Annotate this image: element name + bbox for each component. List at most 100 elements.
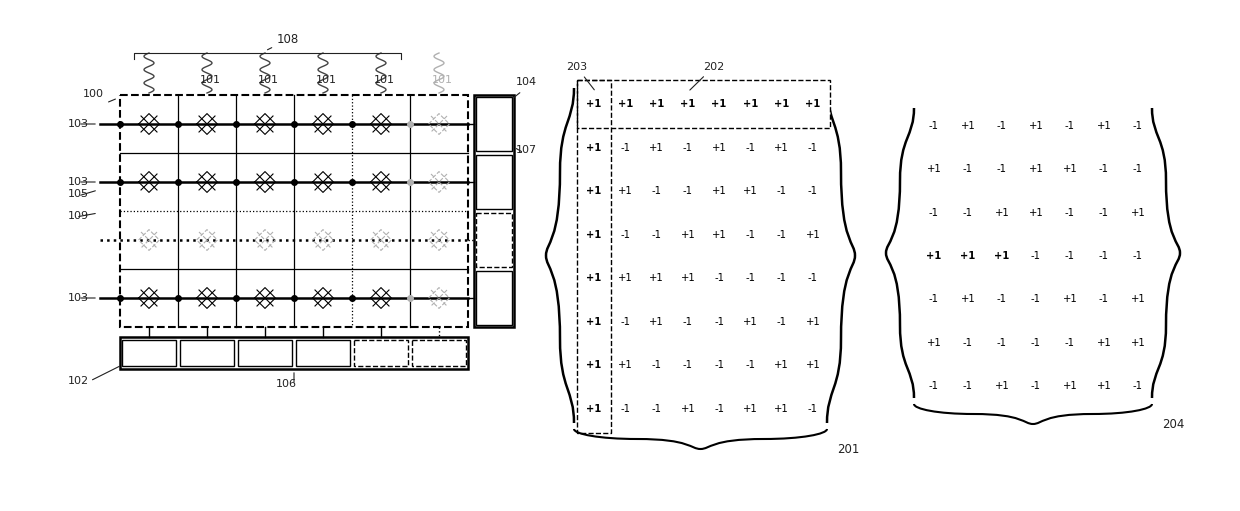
Text: +1: +1 bbox=[618, 360, 632, 370]
Text: -1: -1 bbox=[620, 230, 630, 240]
Text: +1: +1 bbox=[587, 404, 601, 414]
Text: -1: -1 bbox=[929, 207, 939, 218]
Text: +1: +1 bbox=[649, 99, 665, 109]
Text: -1: -1 bbox=[929, 294, 939, 305]
Text: 203: 203 bbox=[565, 62, 594, 90]
Text: +1: +1 bbox=[774, 143, 789, 153]
Text: -1: -1 bbox=[714, 404, 724, 414]
Bar bbox=[120, 337, 467, 369]
Text: +1: +1 bbox=[1096, 121, 1111, 131]
Text: 108: 108 bbox=[268, 33, 299, 50]
Text: 103: 103 bbox=[68, 293, 89, 303]
Text: +1: +1 bbox=[805, 99, 821, 109]
Text: +1: +1 bbox=[712, 230, 727, 240]
Bar bbox=[476, 213, 512, 267]
Text: 101: 101 bbox=[432, 75, 453, 85]
Text: -1: -1 bbox=[1099, 251, 1109, 261]
Text: -1: -1 bbox=[776, 273, 786, 283]
Text: +1: +1 bbox=[587, 317, 601, 327]
Text: +1: +1 bbox=[961, 121, 976, 131]
Text: +1: +1 bbox=[743, 317, 758, 327]
Text: -1: -1 bbox=[997, 121, 1007, 131]
Text: -1: -1 bbox=[963, 338, 973, 347]
Text: +1: +1 bbox=[743, 186, 758, 196]
Text: -1: -1 bbox=[963, 165, 973, 174]
Bar bbox=[353, 340, 408, 366]
Bar bbox=[577, 80, 831, 128]
Text: -1: -1 bbox=[683, 360, 693, 370]
Text: +1: +1 bbox=[806, 317, 821, 327]
Bar bbox=[476, 155, 512, 209]
Text: +1: +1 bbox=[618, 273, 632, 283]
Text: +1: +1 bbox=[806, 360, 821, 370]
Text: +1: +1 bbox=[1096, 381, 1111, 391]
Text: -1: -1 bbox=[745, 360, 755, 370]
Text: +1: +1 bbox=[681, 273, 696, 283]
Text: -1: -1 bbox=[1030, 251, 1042, 261]
Bar bbox=[296, 340, 350, 366]
Text: +1: +1 bbox=[743, 404, 758, 414]
Text: +1: +1 bbox=[712, 99, 727, 109]
Text: +1: +1 bbox=[587, 230, 601, 240]
Text: +1: +1 bbox=[743, 99, 758, 109]
Text: -1: -1 bbox=[651, 360, 662, 370]
Text: +1: +1 bbox=[960, 251, 976, 261]
Text: -1: -1 bbox=[1065, 251, 1075, 261]
Text: -1: -1 bbox=[1099, 207, 1109, 218]
Text: -1: -1 bbox=[1030, 381, 1042, 391]
Text: 202: 202 bbox=[689, 62, 724, 90]
Text: +1: +1 bbox=[774, 360, 789, 370]
Text: -1: -1 bbox=[683, 143, 693, 153]
Text: -1: -1 bbox=[1065, 338, 1075, 347]
Bar bbox=[120, 95, 467, 327]
Text: +1: +1 bbox=[926, 251, 941, 261]
Text: -1: -1 bbox=[1133, 251, 1143, 261]
Text: +1: +1 bbox=[1063, 165, 1078, 174]
Text: +1: +1 bbox=[712, 143, 727, 153]
Bar bbox=[476, 97, 512, 151]
Text: -1: -1 bbox=[808, 186, 818, 196]
Text: 204: 204 bbox=[1162, 418, 1184, 431]
Text: -1: -1 bbox=[1099, 294, 1109, 305]
Text: 103: 103 bbox=[68, 177, 89, 187]
Text: +1: +1 bbox=[681, 404, 696, 414]
Text: +1: +1 bbox=[587, 143, 601, 153]
Text: +1: +1 bbox=[1063, 294, 1078, 305]
Text: -1: -1 bbox=[997, 294, 1007, 305]
Text: -1: -1 bbox=[745, 143, 755, 153]
Text: +1: +1 bbox=[994, 207, 1009, 218]
Text: +1: +1 bbox=[587, 360, 601, 370]
Text: +1: +1 bbox=[994, 381, 1009, 391]
Text: -1: -1 bbox=[808, 143, 818, 153]
Text: +1: +1 bbox=[1131, 338, 1146, 347]
Text: +1: +1 bbox=[961, 294, 976, 305]
Text: +1: +1 bbox=[1131, 207, 1146, 218]
Text: +1: +1 bbox=[587, 186, 601, 196]
Text: +1: +1 bbox=[618, 186, 632, 196]
Text: 201: 201 bbox=[837, 443, 859, 456]
Text: +1: +1 bbox=[774, 99, 790, 109]
Text: -1: -1 bbox=[651, 186, 662, 196]
Text: +1: +1 bbox=[681, 230, 696, 240]
Text: -1: -1 bbox=[714, 317, 724, 327]
Text: -1: -1 bbox=[997, 338, 1007, 347]
Text: +1: +1 bbox=[650, 273, 663, 283]
Text: -1: -1 bbox=[620, 404, 630, 414]
Text: -1: -1 bbox=[776, 186, 786, 196]
Text: +1: +1 bbox=[1029, 121, 1043, 131]
Text: -1: -1 bbox=[683, 317, 693, 327]
Text: 109: 109 bbox=[68, 211, 89, 221]
Text: 101: 101 bbox=[315, 75, 336, 85]
Text: -1: -1 bbox=[808, 273, 818, 283]
Text: -1: -1 bbox=[929, 121, 939, 131]
Text: 100: 100 bbox=[83, 89, 104, 99]
Text: -1: -1 bbox=[745, 273, 755, 283]
Bar bbox=[474, 95, 515, 327]
Text: +1: +1 bbox=[650, 317, 663, 327]
Text: -1: -1 bbox=[997, 165, 1007, 174]
Text: +1: +1 bbox=[650, 143, 663, 153]
Text: -1: -1 bbox=[1099, 165, 1109, 174]
Text: -1: -1 bbox=[776, 317, 786, 327]
Text: -1: -1 bbox=[1030, 294, 1042, 305]
Text: -1: -1 bbox=[620, 143, 630, 153]
